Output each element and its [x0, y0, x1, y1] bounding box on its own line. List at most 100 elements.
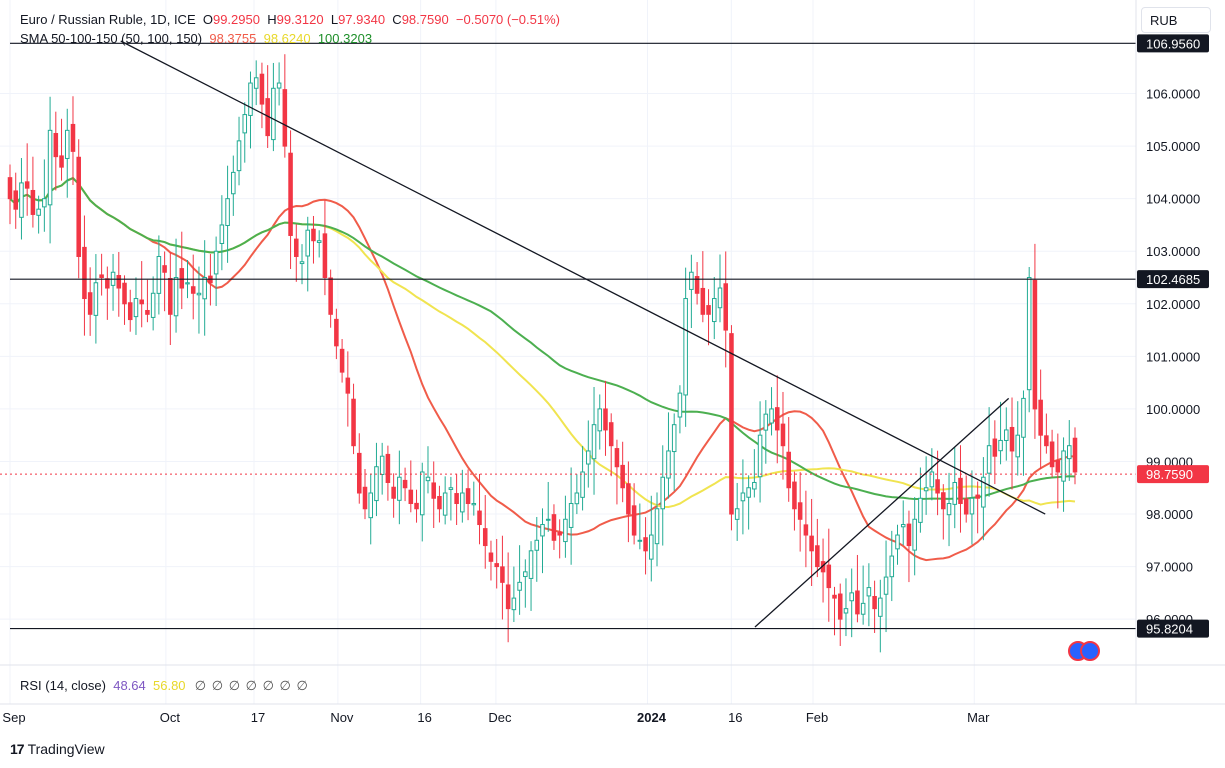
- candle-body: [792, 481, 797, 510]
- candle-body: [774, 407, 780, 431]
- candle-body: [786, 451, 791, 489]
- candle-body: [168, 277, 173, 315]
- low-value: 97.9340: [338, 12, 386, 27]
- tradingview-brand[interactable]: 17 TradingView: [10, 741, 105, 757]
- y-tick-label: 106.0000: [1146, 87, 1200, 102]
- candle-body: [614, 448, 620, 468]
- x-tick-label: Nov: [330, 710, 354, 725]
- candle-body: [1032, 279, 1038, 410]
- rsi-null-4: ∅: [262, 678, 274, 693]
- candle-body: [185, 282, 190, 285]
- symbol-legend: Euro / Russian Ruble, 1D, ICE O99.2950 H…: [20, 12, 560, 27]
- candle-body: [282, 89, 288, 147]
- candle-body: [64, 129, 70, 159]
- x-tick-label: Sep: [2, 710, 25, 725]
- candle-body: [677, 392, 683, 418]
- candle-body: [540, 524, 545, 537]
- candle-body: [998, 439, 1003, 452]
- candle-body: [981, 476, 986, 508]
- sma-lines: [9, 176, 1076, 562]
- candle-body: [643, 537, 648, 552]
- candle-body: [809, 535, 814, 552]
- candle-body: [162, 265, 167, 273]
- candle-body: [780, 423, 786, 447]
- candle-body: [734, 508, 740, 520]
- rsi-ma-value: 56.80: [153, 678, 186, 693]
- candle-body: [551, 514, 557, 541]
- candle-body: [769, 408, 774, 424]
- candle-body: [946, 503, 952, 516]
- candle-body: [752, 481, 757, 490]
- candle-body: [437, 496, 442, 510]
- candle-body: [666, 450, 671, 479]
- symbol-name: Euro / Russian Ruble: [20, 12, 143, 27]
- currency-button[interactable]: RUB: [1141, 7, 1211, 33]
- candle-body: [362, 486, 368, 510]
- candle-body: [70, 123, 76, 152]
- candle-body: [763, 413, 769, 431]
- candle-body: [294, 238, 299, 257]
- candle-body: [442, 492, 448, 516]
- candle-body: [19, 182, 24, 218]
- candle-body: [700, 287, 706, 315]
- candle-body: [465, 488, 471, 505]
- candle-body: [248, 82, 253, 116]
- candle-body: [179, 268, 185, 289]
- candle-body: [482, 528, 488, 547]
- candle-body: [694, 276, 700, 294]
- price-axis: 106.0000 105.0000 104.0000 103.0000 102.0000…: [1146, 87, 1200, 628]
- candle-body: [1061, 450, 1066, 482]
- candle-body: [299, 261, 305, 265]
- sma150-line: [9, 176, 1076, 501]
- candle-body: [494, 563, 499, 568]
- y-tick-label: 97.0000: [1146, 560, 1193, 575]
- candle-body: [259, 73, 265, 105]
- y-tick-label: 100.0000: [1146, 402, 1200, 417]
- candle-body: [471, 503, 477, 506]
- candle-body: [706, 305, 711, 315]
- candle-body: [276, 82, 282, 89]
- sma50-line: [9, 176, 1075, 562]
- y-tick-label: 103.0000: [1146, 244, 1200, 259]
- rsi-legend: RSI (14, close) 48.64 56.80 ∅ ∅ ∅ ∅ ∅ ∅ …: [20, 678, 308, 694]
- candle-body: [374, 466, 379, 502]
- price-badge: [1137, 34, 1209, 53]
- candle-body: [356, 452, 362, 494]
- candle-body: [900, 524, 906, 528]
- candle-body: [586, 450, 591, 465]
- candle-body: [271, 87, 276, 141]
- candle-body: [156, 255, 162, 294]
- candle-body: [729, 333, 734, 515]
- candle-body: [757, 434, 763, 478]
- candle-body: [1026, 277, 1032, 391]
- candle-body: [992, 438, 998, 457]
- candle-body: [832, 594, 837, 599]
- sma-label: SMA 50-100-150 (50, 100, 150): [20, 31, 203, 46]
- candle-body: [603, 408, 608, 431]
- candle-body: [334, 318, 339, 347]
- candle-body: [597, 408, 603, 432]
- candle-body: [843, 608, 849, 614]
- rsi-value: 48.64: [113, 678, 146, 693]
- candle-body: [711, 298, 717, 323]
- high-value: 99.3120: [276, 12, 324, 27]
- candle-body: [889, 555, 895, 578]
- trendline[interactable]: [120, 40, 1046, 515]
- economic-event-icon[interactable]: [1080, 641, 1100, 661]
- low-label: L: [330, 12, 339, 27]
- trendline[interactable]: [754, 397, 1010, 628]
- candle-body: [608, 422, 614, 447]
- candle-body: [13, 190, 19, 210]
- sma150-value: 100.3203: [317, 31, 373, 46]
- candle-body: [1015, 434, 1021, 458]
- candle-body: [42, 198, 47, 208]
- candle-body: [935, 479, 940, 494]
- candle-body: [591, 424, 597, 460]
- candle-body: [1009, 426, 1015, 452]
- candle-body: [419, 471, 425, 516]
- x-tick-label: 17: [251, 710, 265, 725]
- x-tick-label: Oct: [160, 710, 181, 725]
- candle-body: [534, 539, 540, 551]
- candle-body: [345, 377, 351, 394]
